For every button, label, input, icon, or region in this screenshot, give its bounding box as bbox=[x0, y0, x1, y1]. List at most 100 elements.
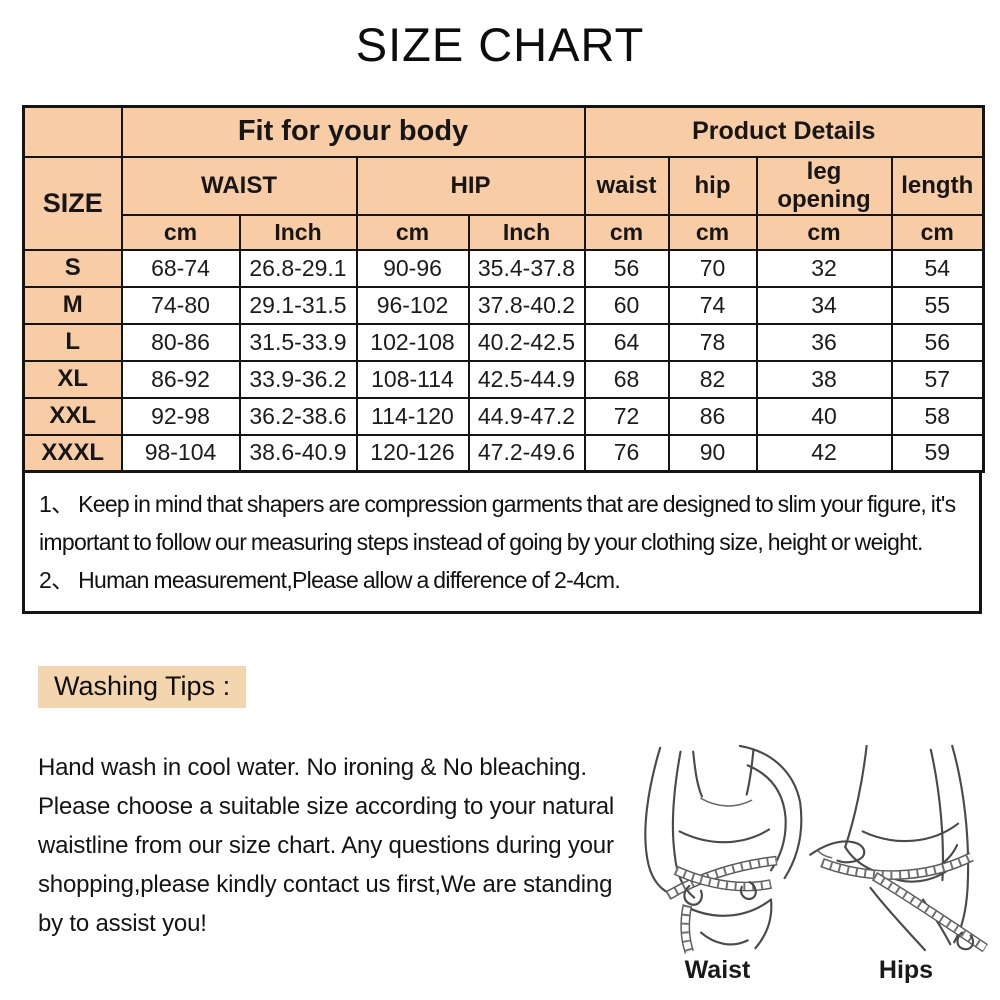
hips-figure-label: Hips bbox=[878, 956, 934, 984]
data-cell: 60 bbox=[583, 285, 670, 325]
data-cell: 40 bbox=[755, 396, 893, 436]
data-cell: 68 bbox=[583, 359, 670, 399]
note-line: 2、 Human measurement,Please allow a diff… bbox=[39, 567, 621, 593]
data-cell: 38 bbox=[755, 359, 893, 399]
size-chart-section: Fit for your body Product Details SIZE W… bbox=[22, 105, 985, 614]
waist-figure-label: Waist bbox=[684, 956, 751, 984]
data-cell: 72 bbox=[583, 396, 670, 436]
size-cell: M bbox=[22, 285, 123, 325]
data-cell: 47.2-49.6 bbox=[467, 433, 586, 473]
data-cell: 44.9-47.2 bbox=[467, 396, 586, 436]
note-line: important to follow our measuring steps … bbox=[39, 529, 923, 555]
page-title: SIZE CHART bbox=[355, 18, 645, 71]
size-chart-table: Fit for your body Product Details SIZE W… bbox=[22, 105, 985, 473]
header-col-hip: hip bbox=[667, 155, 758, 216]
data-cell: 55 bbox=[890, 285, 985, 325]
size-cell: XL bbox=[22, 359, 123, 399]
unit-cell: cm bbox=[755, 213, 893, 251]
data-cell: 70 bbox=[667, 248, 758, 288]
data-cell: 37.8-40.2 bbox=[467, 285, 586, 325]
data-cell: 38.6-40.9 bbox=[238, 433, 358, 473]
size-cell: XXXL bbox=[22, 433, 123, 473]
data-cell: 96-102 bbox=[355, 285, 470, 325]
data-cell: 35.4-37.8 bbox=[467, 248, 586, 288]
data-cell: 68-74 bbox=[120, 248, 241, 288]
note-line: 1、 Keep in mind that shapers are compres… bbox=[39, 491, 956, 517]
data-cell: 56 bbox=[890, 322, 985, 362]
data-cell: 29.1-31.5 bbox=[238, 285, 358, 325]
data-cell: 86 bbox=[667, 396, 758, 436]
data-cell: 42.5-44.9 bbox=[467, 359, 586, 399]
size-cell: L bbox=[22, 322, 123, 362]
header-hip-group: HIP bbox=[355, 155, 586, 216]
header-col-waist: waist bbox=[583, 155, 670, 216]
header-size: SIZE bbox=[22, 155, 123, 251]
waist-figure: Waist bbox=[625, 742, 810, 985]
header-product-group: Product Details bbox=[583, 105, 985, 158]
data-cell: 90 bbox=[667, 433, 758, 473]
data-cell: 59 bbox=[890, 433, 985, 473]
size-cell: XXL bbox=[22, 396, 123, 436]
size-cell: S bbox=[22, 248, 123, 288]
washing-tips-label: Washing Tips : bbox=[38, 666, 247, 708]
table-row: M 74-80 29.1-31.5 96-102 37.8-40.2 60 74… bbox=[22, 285, 985, 325]
data-cell: 42 bbox=[755, 433, 893, 473]
header-waist-group: WAIST bbox=[120, 155, 358, 216]
hips-measurement-illustration bbox=[809, 744, 988, 953]
unit-cell: cm bbox=[120, 213, 241, 251]
waist-measurement-illustration bbox=[644, 744, 803, 954]
unit-cell: cm bbox=[355, 213, 470, 251]
unit-cell: cm bbox=[890, 213, 985, 251]
header-col-length: length bbox=[890, 155, 985, 216]
data-cell: 32 bbox=[755, 248, 893, 288]
data-cell: 74 bbox=[667, 285, 758, 325]
header-fit-group: Fit for your body bbox=[120, 105, 586, 158]
data-cell: 31.5-33.9 bbox=[238, 322, 358, 362]
header-corner-cell bbox=[22, 105, 123, 158]
unit-cell: Inch bbox=[467, 213, 586, 251]
data-cell: 36 bbox=[755, 322, 893, 362]
table-row: XXL 92-98 36.2-38.6 114-120 44.9-47.2 72… bbox=[22, 396, 985, 436]
tip-line: waistline from our size chart. Any quest… bbox=[38, 832, 614, 859]
data-cell: 120-126 bbox=[355, 433, 470, 473]
data-cell: 74-80 bbox=[120, 285, 241, 325]
data-cell: 86-92 bbox=[120, 359, 241, 399]
notes-box: 1、 Keep in mind that shapers are compres… bbox=[22, 473, 982, 614]
data-cell: 40.2-42.5 bbox=[467, 322, 586, 362]
tip-line: Please choose a suitable size according … bbox=[38, 793, 615, 820]
data-cell: 64 bbox=[583, 322, 670, 362]
table-row: XXXL 98-104 38.6-40.9 120-126 47.2-49.6 … bbox=[22, 433, 985, 473]
unit-cell: cm bbox=[583, 213, 670, 251]
data-cell: 82 bbox=[667, 359, 758, 399]
data-cell: 58 bbox=[890, 396, 985, 436]
data-cell: 57 bbox=[890, 359, 985, 399]
data-cell: 34 bbox=[755, 285, 893, 325]
unit-cell: cm bbox=[667, 213, 758, 251]
data-cell: 36.2-38.6 bbox=[238, 396, 358, 436]
data-cell: 54 bbox=[890, 248, 985, 288]
data-cell: 78 bbox=[667, 322, 758, 362]
data-cell: 92-98 bbox=[120, 396, 241, 436]
table-row: L 80-86 31.5-33.9 102-108 40.2-42.5 64 7… bbox=[22, 322, 985, 362]
data-cell: 98-104 bbox=[120, 433, 241, 473]
data-cell: 26.8-29.1 bbox=[238, 248, 358, 288]
data-cell: 102-108 bbox=[355, 322, 470, 362]
tip-line: shopping,please kindly contact us first,… bbox=[38, 871, 613, 898]
washing-tips-text: Hand wash in cool water. No ironing & No… bbox=[38, 742, 623, 943]
measurement-illustrations: Waist bbox=[625, 742, 1000, 985]
data-cell: 56 bbox=[583, 248, 670, 288]
table-row: XL 86-92 33.9-36.2 108-114 42.5-44.9 68 … bbox=[22, 359, 985, 399]
tip-line: Hand wash in cool water. No ironing & No… bbox=[38, 754, 587, 781]
tip-line: by to assist you! bbox=[38, 910, 207, 937]
data-cell: 80-86 bbox=[120, 322, 241, 362]
data-cell: 76 bbox=[583, 433, 670, 473]
data-cell: 90-96 bbox=[355, 248, 470, 288]
data-cell: 33.9-36.2 bbox=[238, 359, 358, 399]
data-cell: 114-120 bbox=[355, 396, 470, 436]
unit-cell: Inch bbox=[238, 213, 358, 251]
table-row: S 68-74 26.8-29.1 90-96 35.4-37.8 56 70 … bbox=[22, 248, 985, 288]
header-col-leg-opening: leg opening bbox=[755, 155, 893, 216]
data-cell: 108-114 bbox=[355, 359, 470, 399]
washing-section: Hand wash in cool water. No ironing & No… bbox=[38, 742, 1000, 985]
hips-figure: Hips bbox=[806, 742, 1000, 985]
